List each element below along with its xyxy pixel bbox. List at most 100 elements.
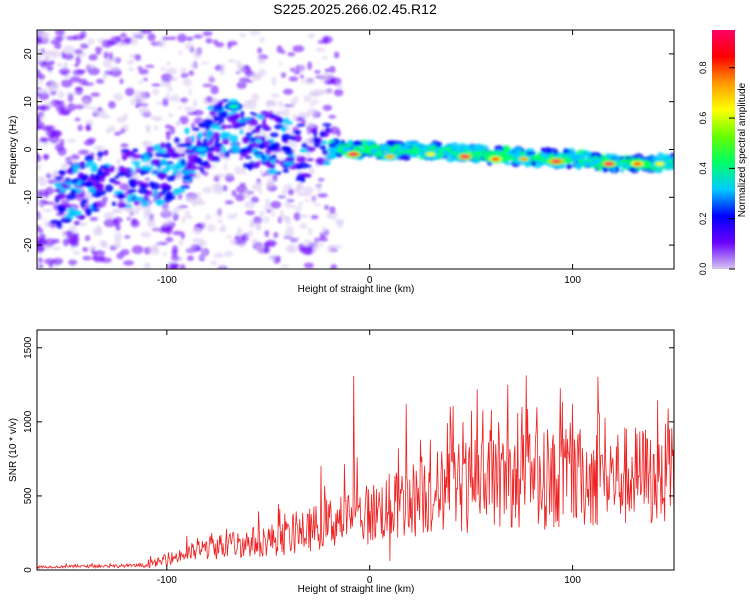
heatmap-cell xyxy=(321,226,327,234)
heatmap-cell xyxy=(322,104,333,111)
heatmap-cell xyxy=(130,98,136,106)
heatmap-cell xyxy=(428,146,437,151)
heatmap-cell xyxy=(153,125,159,131)
heatmap-cell xyxy=(176,187,186,194)
heatmap-cell xyxy=(110,36,121,45)
heatmap-cell xyxy=(88,53,98,61)
heatmap-cell xyxy=(175,120,180,125)
heatmap-cell xyxy=(177,192,183,200)
heatmap-peak xyxy=(229,104,238,109)
heatmap-cell xyxy=(131,153,142,159)
heatmap-cell xyxy=(270,158,276,165)
heatmap-cell xyxy=(58,206,65,211)
heatmap-cell xyxy=(43,154,49,161)
heatmap-cell xyxy=(352,140,363,146)
heatmap-cell xyxy=(74,104,85,110)
heatmap-cell xyxy=(315,242,324,247)
heatmap-peak xyxy=(519,157,528,161)
heatmap-cell xyxy=(177,33,187,43)
heatmap-cell xyxy=(206,106,214,111)
heatmap-cell xyxy=(269,132,279,138)
heatmap-cell xyxy=(265,239,277,248)
heatmap-cell xyxy=(269,200,282,209)
snr-xlabel: Height of straight line (km) xyxy=(298,584,415,595)
heatmap-cell xyxy=(205,96,213,103)
heatmap-cell xyxy=(230,110,237,114)
heatmap-cell xyxy=(224,200,234,205)
heatmap-cell xyxy=(364,140,376,146)
colorbar-tick-label: 0.2 xyxy=(698,212,708,225)
heatmap-cell xyxy=(144,177,150,182)
heatmap-cell xyxy=(244,155,252,160)
heatmap-cell xyxy=(307,227,313,236)
heatmap-cell xyxy=(577,159,585,163)
heatmap-cell xyxy=(378,146,388,150)
heatmap-cell xyxy=(473,151,483,157)
heatmap-cell xyxy=(167,113,174,118)
heatmap-cell xyxy=(283,183,293,190)
heatmap-cell xyxy=(276,45,283,54)
heatmap-cell xyxy=(308,103,316,107)
heatmap-cell xyxy=(103,211,115,220)
heatmap-cell xyxy=(245,210,255,216)
heatmap-cell xyxy=(239,182,246,187)
heatmap-cell xyxy=(512,152,520,157)
heatmap-cell xyxy=(49,129,62,138)
heatmap-cell xyxy=(332,148,338,153)
heatmap-cell xyxy=(326,244,336,253)
colorbar: 0.0 0.2 0.4 0.6 0.8 Normalized spectral ampl… xyxy=(698,30,748,275)
heatmap-cell xyxy=(100,257,112,263)
x-tick-label: 100 xyxy=(564,275,581,286)
heatmap-cell xyxy=(296,123,306,127)
heatmap-cell xyxy=(299,223,308,229)
heatmap-cell xyxy=(75,220,81,226)
heatmap-cell xyxy=(183,142,192,148)
heatmap-peak xyxy=(197,147,206,152)
heatmap-cell xyxy=(342,146,352,151)
heatmap-cell xyxy=(160,66,166,72)
heatmap-cell xyxy=(179,263,186,269)
heatmap-cell xyxy=(67,103,76,112)
heatmap-cell xyxy=(205,37,213,44)
heatmap-cell xyxy=(565,163,572,170)
heatmap-cell xyxy=(61,79,73,88)
heatmap-cell xyxy=(221,185,228,192)
heatmap-cell xyxy=(43,220,50,228)
heatmap-cell xyxy=(258,143,266,150)
heatmap-cell xyxy=(226,234,233,239)
heatmap-blobs xyxy=(37,30,674,269)
heatmap-cell xyxy=(60,217,72,223)
heatmap-cell xyxy=(166,61,171,66)
heatmap-cell xyxy=(134,54,142,61)
heatmap-cell xyxy=(181,97,188,106)
heatmap-cell xyxy=(249,30,262,36)
heatmap-cell xyxy=(82,255,92,261)
heatmap-cell xyxy=(299,214,310,218)
heatmap-cell xyxy=(169,77,178,81)
heatmap-cell xyxy=(90,165,98,173)
heatmap-cell xyxy=(110,68,122,77)
heatmap-cell xyxy=(266,163,276,169)
heatmap-cell xyxy=(221,110,229,117)
heatmap-cell xyxy=(124,37,133,42)
heatmap-cell xyxy=(323,80,335,85)
heatmap-cell xyxy=(137,66,143,70)
heatmap-cell xyxy=(279,209,284,219)
heatmap-cell xyxy=(328,114,337,119)
heatmap-cell xyxy=(207,140,213,146)
heatmap-cell xyxy=(300,79,305,84)
heatmap-cell xyxy=(202,31,213,37)
heatmap-cell xyxy=(184,127,190,135)
heatmap-cell xyxy=(131,160,141,165)
heatmap-cell xyxy=(183,106,195,112)
heatmap-cell xyxy=(170,209,176,216)
heatmap-cell xyxy=(437,146,442,151)
heatmap-cell xyxy=(213,142,224,148)
heatmap-cell xyxy=(75,55,81,65)
heatmap-cell xyxy=(38,177,48,187)
heatmap-cell xyxy=(209,109,217,117)
heatmap-cell xyxy=(208,73,214,83)
heatmap-cell xyxy=(326,212,331,219)
heatmap-cell xyxy=(252,75,261,81)
heatmap-cell xyxy=(109,178,116,183)
